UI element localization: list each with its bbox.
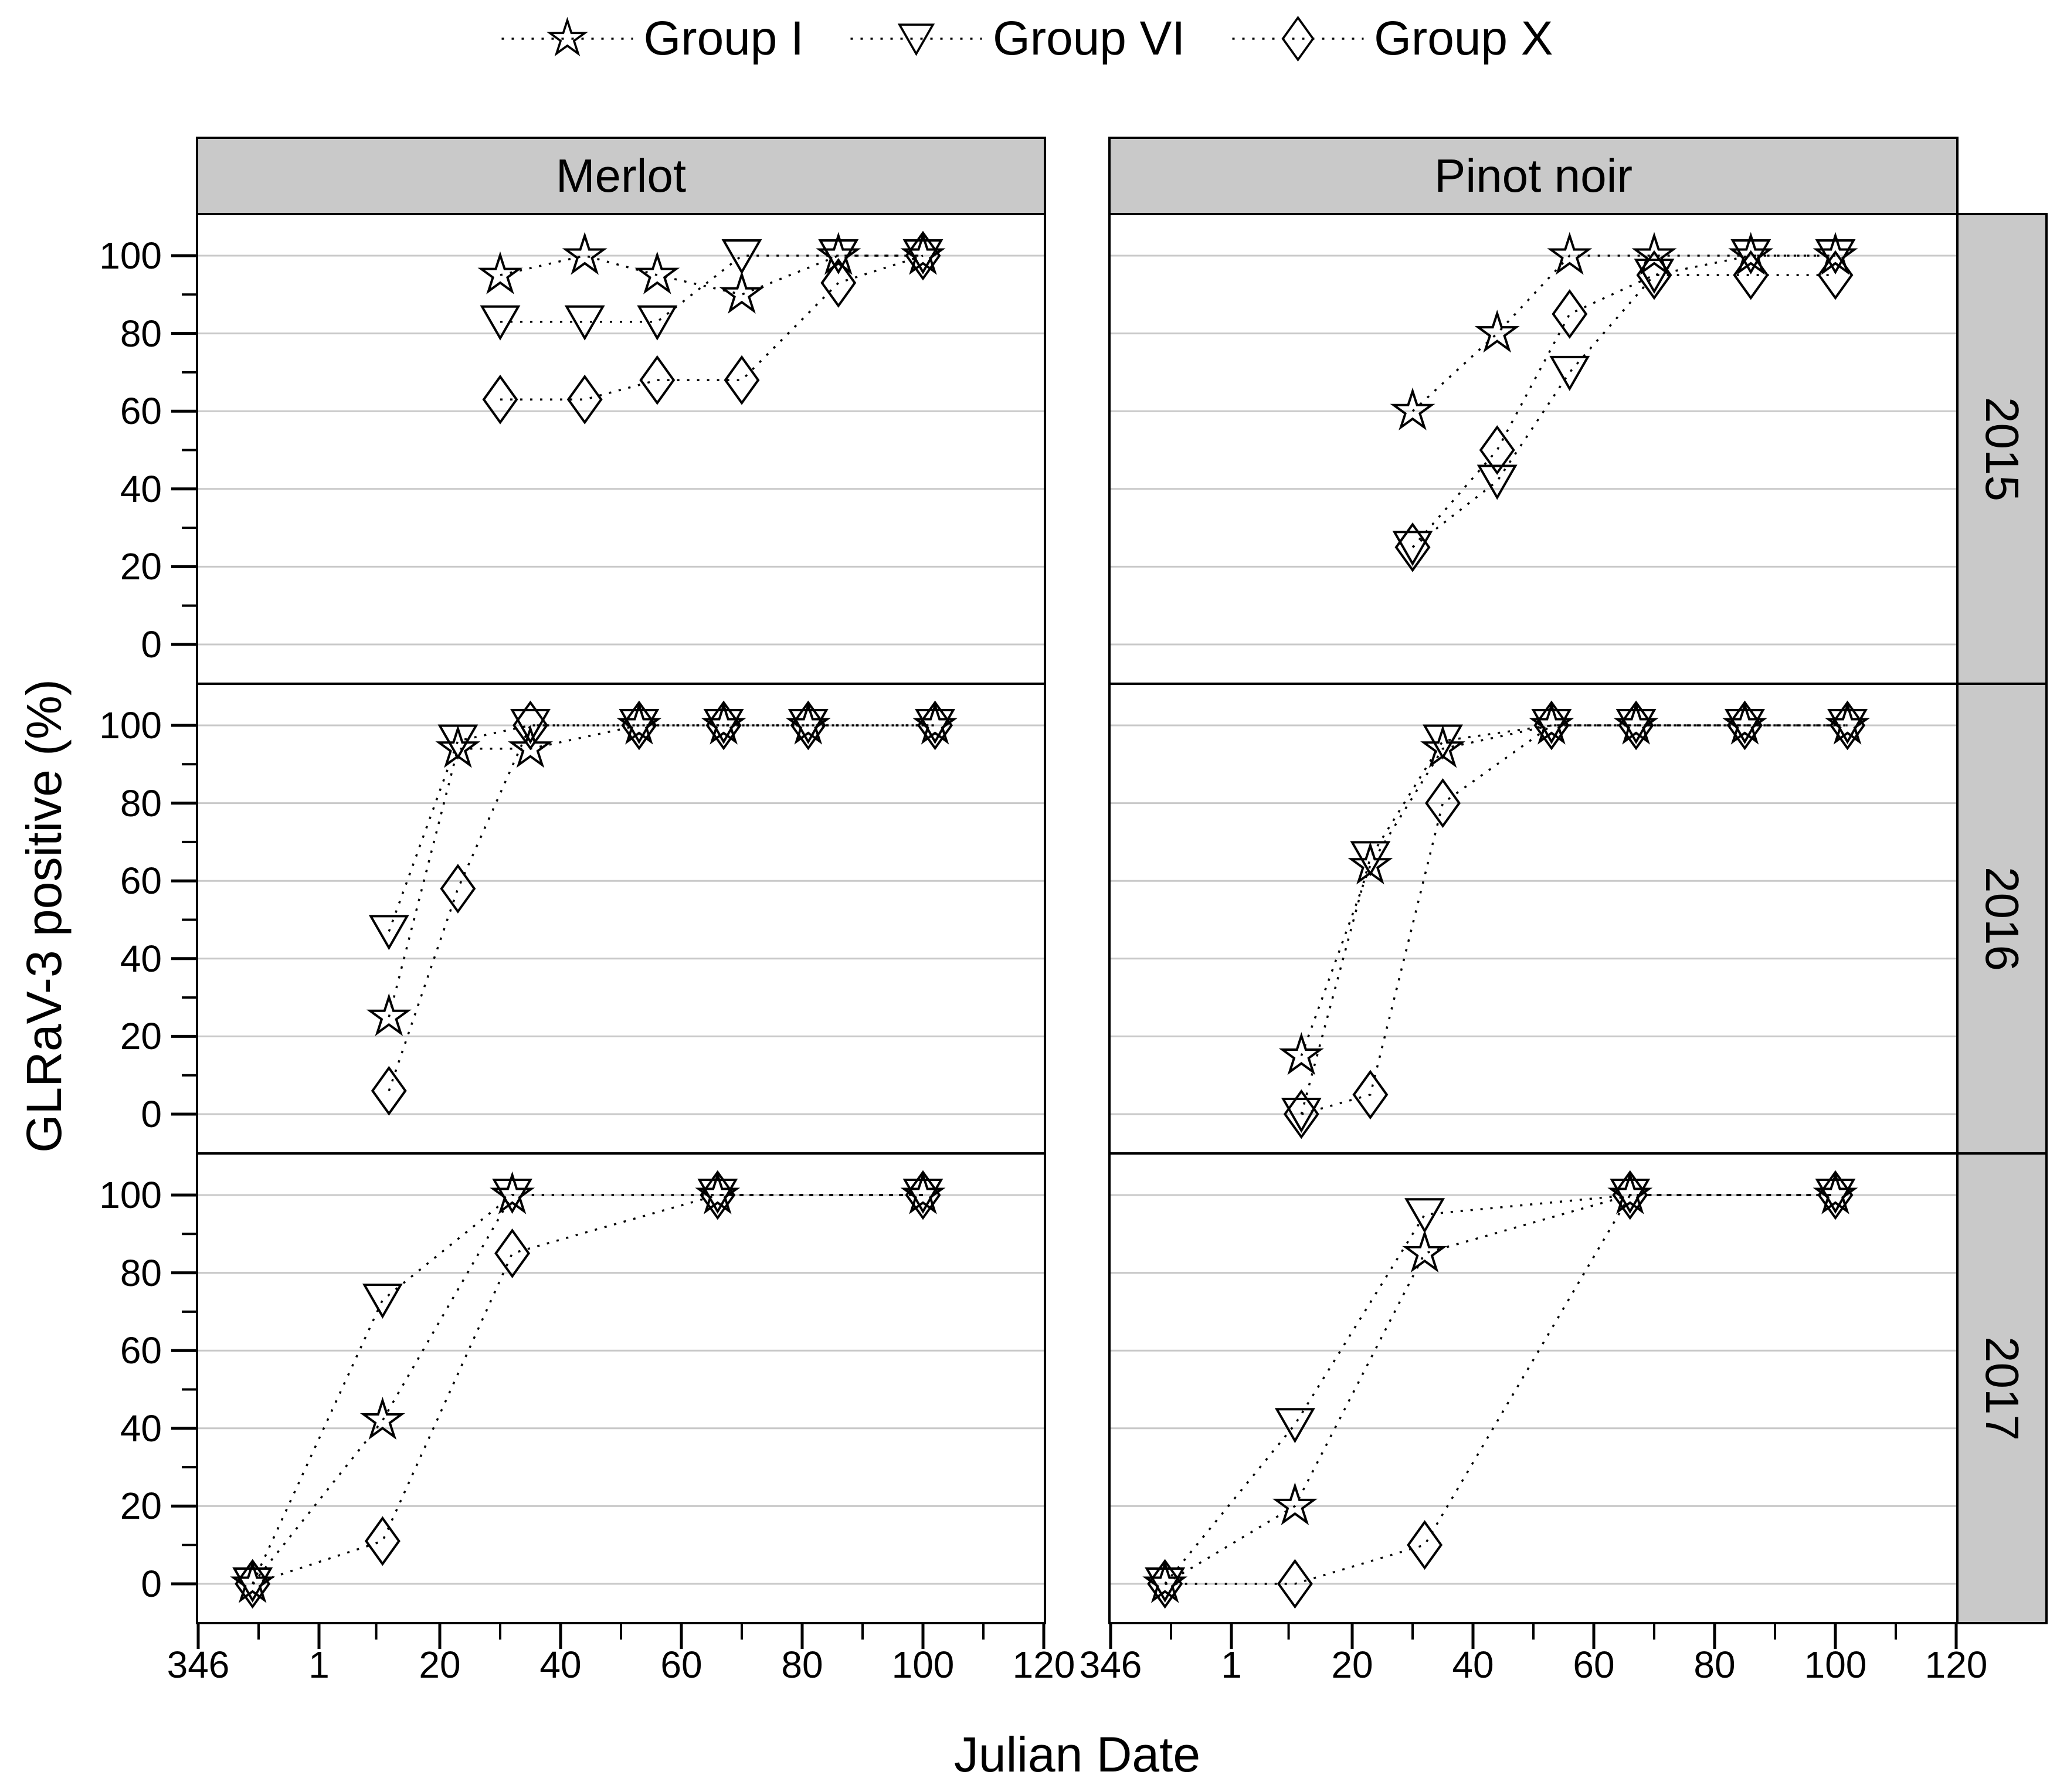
y-tick-label: 80 [120, 312, 162, 355]
y-tick-label: 20 [120, 1015, 162, 1058]
x-tick-label: 80 [781, 1644, 823, 1686]
y-tick-label: 0 [141, 623, 162, 666]
star-icon [501, 16, 633, 57]
year-strip-2016: 2016 [1956, 683, 2048, 1155]
y-tick-label: 0 [141, 1093, 162, 1135]
year-label: 2015 [1976, 396, 2028, 501]
legend-label: Group X [1374, 12, 1553, 65]
year-strip-2017: 2017 [1956, 1152, 2048, 1624]
y-tick-label: 80 [120, 1251, 162, 1294]
x-tick-label: 120 [1925, 1644, 1988, 1686]
x-tick-label: 120 [1012, 1644, 1075, 1686]
x-tick-label: 40 [1452, 1644, 1494, 1686]
y-tick-label: 40 [120, 467, 162, 510]
diamond-icon [1232, 15, 1364, 62]
x-tick-label: 80 [1693, 1644, 1736, 1686]
y-tick-label: 100 [99, 704, 162, 746]
y-tick-label: 100 [99, 1174, 162, 1216]
year-strip-2015: 2015 [1956, 213, 2048, 685]
panel-merlot-2015 [196, 213, 1046, 685]
y-tick-label: 40 [120, 1407, 162, 1450]
x-tick-label: 346 [167, 1644, 230, 1686]
panel-header-label: Pinot noir [1434, 150, 1632, 202]
panel-pinot-noir-2017 [1108, 1152, 1959, 1624]
x-tick-label: 346 [1079, 1644, 1142, 1686]
year-label: 2016 [1976, 866, 2028, 971]
y-tick-label: 60 [120, 860, 162, 902]
panel-pinot-noir-2015 [1108, 213, 1959, 685]
x-tick-label: 100 [1804, 1644, 1867, 1686]
y-tick-label: 60 [120, 390, 162, 433]
panel-header-label: Merlot [555, 150, 687, 202]
y-tick-label: 20 [120, 1485, 162, 1528]
triangle-down-icon [850, 23, 982, 56]
x-tick-label: 1 [308, 1644, 330, 1686]
y-tick-label: 60 [120, 1329, 162, 1372]
x-tick-label: 60 [1573, 1644, 1615, 1686]
panel-pinot-noir-2016 [1108, 683, 1959, 1155]
x-axis-title: Julian Date [953, 1727, 1201, 1782]
legend-label: Group VI [992, 12, 1186, 65]
x-tick-label: 40 [539, 1644, 582, 1686]
legend-item-group-i: Group I [497, 8, 804, 69]
y-tick-label: 40 [120, 937, 162, 980]
x-tick-label: 20 [1331, 1644, 1373, 1686]
legend-label: Group I [643, 12, 804, 65]
x-tick-label: 1 [1221, 1644, 1242, 1686]
panel-header-pinot-noir: Pinot noir [1108, 137, 1959, 215]
year-label: 2017 [1976, 1336, 2028, 1441]
legend-item-group-vi: Group VI [846, 8, 1185, 69]
x-tick-label: 20 [419, 1644, 461, 1686]
panel-header-merlot: Merlot [196, 137, 1046, 215]
panel-merlot-2016 [196, 683, 1046, 1155]
panel-merlot-2017 [196, 1152, 1046, 1624]
y-tick-label: 80 [120, 782, 162, 824]
legend: Group I Group VI Group X [497, 8, 1553, 69]
y-tick-label: 20 [120, 545, 162, 588]
legend-item-group-x: Group X [1227, 8, 1553, 69]
x-tick-label: 60 [660, 1644, 702, 1686]
y-tick-label: 100 [99, 235, 162, 277]
x-tick-label: 100 [891, 1644, 955, 1686]
y-tick-label: 0 [141, 1563, 162, 1605]
